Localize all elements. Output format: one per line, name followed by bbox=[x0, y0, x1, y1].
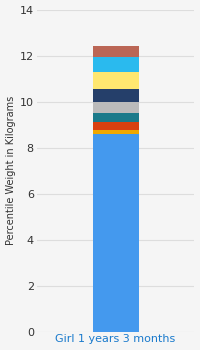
Bar bbox=[93, 102, 139, 113]
Bar bbox=[93, 72, 139, 89]
Y-axis label: Percentile Weight in Kilograms: Percentile Weight in Kilograms bbox=[6, 96, 16, 245]
Bar bbox=[93, 46, 139, 57]
Bar bbox=[93, 130, 139, 134]
Bar bbox=[93, 122, 139, 130]
Bar bbox=[93, 57, 139, 72]
Bar bbox=[93, 89, 139, 102]
Bar bbox=[93, 134, 139, 332]
Bar bbox=[93, 113, 139, 122]
